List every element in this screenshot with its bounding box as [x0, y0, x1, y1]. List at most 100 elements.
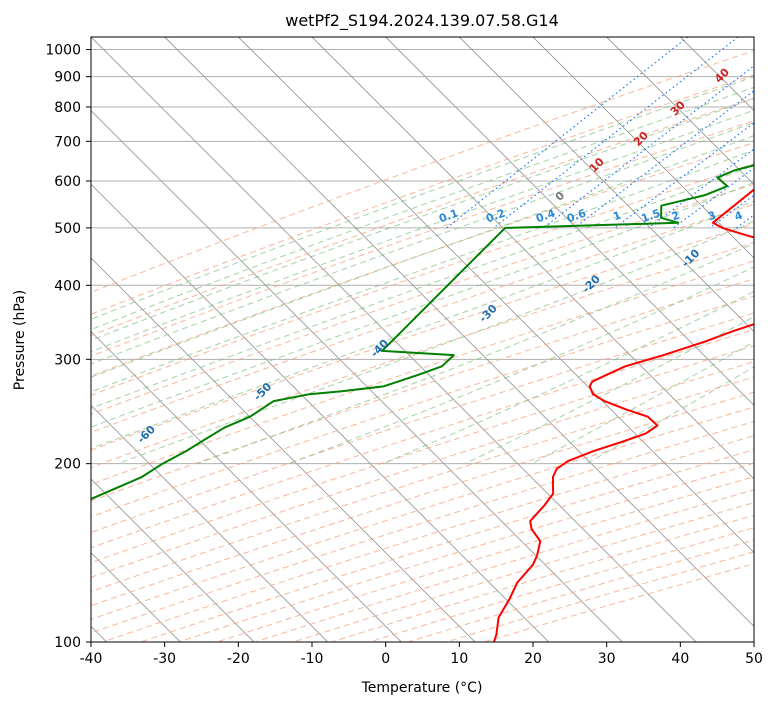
- isoline-labels: 0.10.20.40.611.52346810131620253036-100-…: [14, 65, 775, 492]
- x-tick-label: -40: [80, 651, 103, 667]
- isotherm-line: [311, 37, 754, 480]
- dry-adiabat-line: [91, 97, 754, 337]
- dry-adiabat-line: [91, 120, 754, 357]
- mixing-ratio-label: 4: [733, 209, 745, 224]
- dry-adiabat-label: 10: [587, 155, 607, 175]
- isotherm-label: -10: [679, 246, 702, 269]
- dry-adiabat-line: [91, 406, 754, 620]
- chart-title: wetPf2_S194.2024.139.07.58.G14: [285, 11, 559, 31]
- isotherm-line: [91, 257, 476, 642]
- dry-adiabat-line: [91, 312, 754, 534]
- x-tick-label: 30: [598, 651, 616, 667]
- y-tick-label: 400: [54, 278, 81, 294]
- isotherm-line: [164, 37, 754, 627]
- moist-adiabat-line: [197, 242, 754, 465]
- dry-adiabat-line: [91, 142, 754, 377]
- dry-adiabat-label: 20: [631, 129, 651, 149]
- dry-adiabat-label: 0: [553, 189, 568, 204]
- mixing-ratio-label: 0.6: [565, 206, 588, 225]
- moist-adiabat-line: [91, 181, 754, 428]
- isotherm-line: [753, 37, 754, 38]
- isotherm-label: -60: [135, 422, 158, 445]
- moist-adiabat-line: [531, 341, 754, 465]
- dry-adiabat-line: [91, 361, 754, 578]
- y-tick-label: 800: [54, 100, 81, 116]
- x-tick-label: -20: [227, 651, 250, 667]
- x-axis-label: Temperature (°C): [361, 680, 483, 696]
- y-tick-label: 500: [54, 221, 81, 237]
- dry-adiabat-line: [91, 391, 754, 607]
- mixing-ratio-line: [648, 148, 754, 229]
- y-tick-label: 200: [54, 457, 81, 473]
- mixing-ratio-line: [493, 37, 739, 229]
- dry-adiabat-line: [91, 260, 754, 485]
- x-tick-label: -30: [153, 651, 176, 667]
- moist-adiabat-line: [91, 200, 754, 450]
- dry-adiabat-line: [91, 223, 754, 451]
- moist-adiabat-line: [382, 290, 754, 465]
- mixing-ratio-label: 0.2: [484, 207, 507, 226]
- isotherm-label: -70: [14, 469, 37, 492]
- x-tick-label: 10: [450, 651, 468, 667]
- series-layer: [91, 164, 754, 642]
- mixing-ratio-label: 2: [670, 209, 682, 224]
- temperature-profile: [493, 188, 754, 642]
- isotherm-label: -50: [251, 380, 274, 403]
- moist-adiabat-line: [91, 86, 754, 331]
- moist-adiabat-line: [91, 122, 754, 365]
- dry-adiabat-line: [445, 551, 754, 642]
- y-tick-label: 700: [54, 134, 81, 150]
- mixing-ratio-line: [446, 37, 689, 229]
- mixing-ratio-label: 3: [706, 209, 718, 224]
- isotherm-line: [91, 478, 255, 642]
- mixing-ratio-label: 1: [611, 209, 623, 224]
- isotherm-line: [91, 331, 402, 642]
- dewpoint-profile: [91, 164, 754, 501]
- x-axis: -40 -30 -20 -10 0 10 20 30 40 50: [80, 642, 763, 667]
- isotherm-label: -20: [580, 272, 603, 295]
- moist-adiabat-line: [464, 316, 754, 465]
- mixing-ratio-line: [573, 89, 754, 229]
- dry-adiabat-line: [91, 50, 754, 293]
- moist-adiabat-line: [91, 76, 754, 320]
- dry-adiabat-line: [91, 278, 754, 502]
- mixing-ratio-line: [673, 167, 754, 229]
- x-tick-label: 40: [671, 651, 689, 667]
- y-tick-label: 1000: [45, 43, 81, 59]
- isotherm-line: [606, 37, 754, 185]
- isotherm-line: [680, 37, 754, 112]
- moist-adiabat-line: [91, 98, 754, 341]
- background-lines: [91, 37, 754, 642]
- isotherm-line: [91, 404, 328, 642]
- dry-adiabat-line: [293, 502, 754, 642]
- y-tick-label: 600: [54, 174, 81, 190]
- dry-adiabat-line: [91, 74, 754, 315]
- isotherm-line: [91, 110, 623, 642]
- y-axis-label: Pressure (hPa): [12, 290, 28, 390]
- isotherm-line: [238, 37, 754, 554]
- isotherm-line: [532, 37, 754, 259]
- dry-adiabat-line: [91, 163, 754, 396]
- dry-adiabat-line: [216, 476, 754, 642]
- mixing-ratio-label: 1.5: [639, 207, 662, 226]
- moist-adiabat-line: [91, 149, 754, 393]
- dry-adiabat-label: 40: [712, 65, 732, 85]
- mixing-ratio-label: 6: [772, 209, 775, 224]
- isotherm-line: [459, 37, 754, 333]
- x-tick-label: -10: [301, 651, 324, 667]
- isotherm-line: [385, 37, 754, 406]
- x-tick-label: 20: [524, 651, 542, 667]
- dry-adiabat-line: [91, 329, 754, 549]
- moist-adiabat-line: [91, 109, 754, 353]
- y-tick-label: 100: [54, 635, 81, 651]
- moist-adiabat-line: [91, 135, 754, 378]
- mixing-ratio-label: 0.1: [437, 207, 460, 226]
- x-tick-label: 0: [381, 651, 390, 667]
- x-tick-label: 50: [745, 651, 763, 667]
- y-tick-label: 300: [54, 352, 81, 368]
- mixing-ratio-label: 0.4: [534, 206, 557, 225]
- y-axis: 100 200 300 400 500 600 700 800 900 1000: [45, 43, 91, 651]
- moist-adiabat-line: [91, 164, 754, 409]
- plot-frame: [90, 36, 755, 643]
